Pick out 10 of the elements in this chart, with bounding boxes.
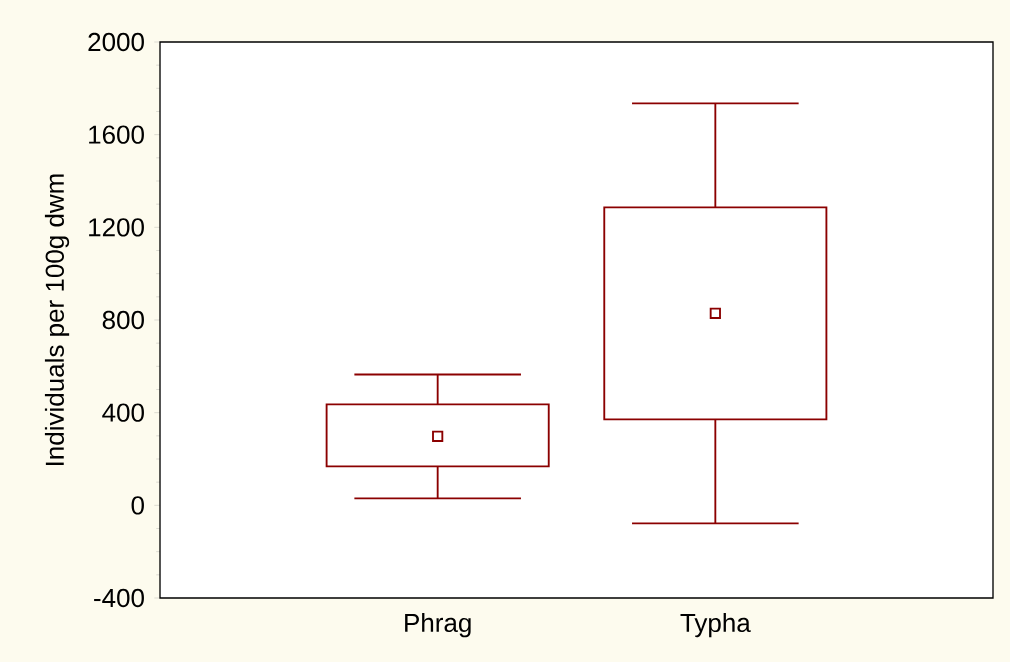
y-tick-label: 800: [102, 310, 144, 330]
x-tick-label: Phrag: [405, 613, 471, 638]
y-tick-label: 2000: [88, 32, 144, 52]
y-tick-label: 400: [102, 403, 144, 422]
y-tick-label: -400: [94, 588, 144, 608]
y-tick-label: 1600: [89, 125, 144, 144]
x-tick-label: Typha: [680, 613, 751, 638]
y-tick-label: 0: [131, 496, 144, 515]
y-tick-label: 1200: [89, 218, 144, 237]
y-axis-title: Individuals per 100g dwm: [44, 174, 70, 466]
